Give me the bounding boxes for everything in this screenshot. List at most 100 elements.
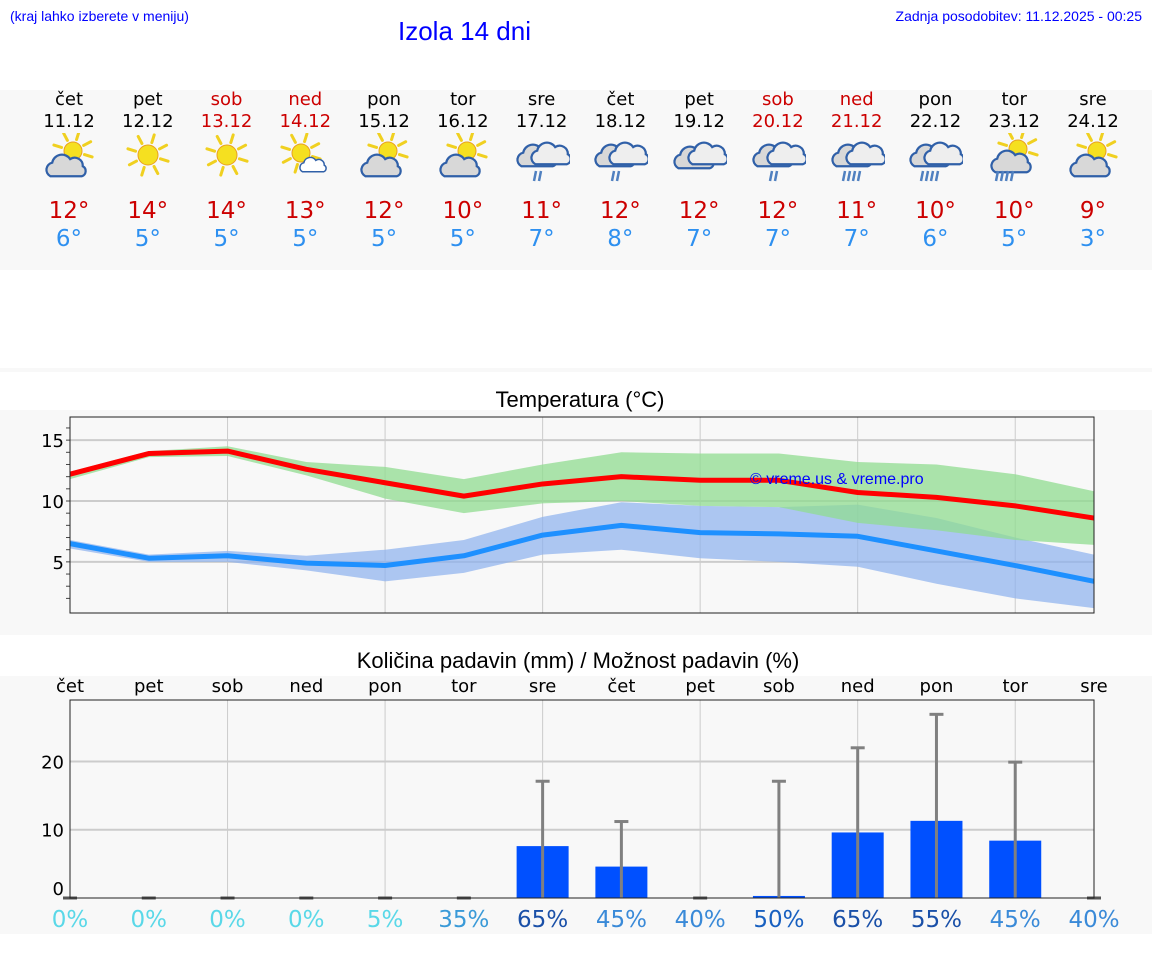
max-temp: 14° [127,198,169,224]
day-date: 20.12 [752,111,804,132]
partly-cloudy-icon [29,133,109,189]
day-date: 18.12 [594,111,647,132]
day-name: sob [762,89,794,110]
sunny-icon [108,133,188,189]
max-temp-line [69,448,1095,521]
max-temp: 14° [206,198,247,224]
min-temp: 7° [764,226,791,252]
x-day-label: tor [1002,676,1028,697]
min-temp: 7° [843,226,870,252]
day-date: 21.12 [830,111,883,132]
x-day-label: sob [212,676,244,697]
min-temp: 6° [922,226,949,252]
x-day-label: sre [529,676,556,697]
precip-probability: 50% [753,907,804,933]
day-column: tor 23.12 10° 5° [974,89,1054,253]
y-tick-label: 20 [41,752,64,773]
max-temp: 12° [757,198,799,224]
precip-probability: 45% [990,907,1041,933]
precip-probability: 40% [675,907,726,933]
day-date: 24.12 [1067,111,1119,132]
max-temp: 9° [1079,198,1107,224]
x-day-label: pon [368,676,402,697]
sun-rain-icon [974,133,1054,189]
day-column: čet 18.12 12° 8° [580,89,660,253]
day-column: pet 19.12 12° 7° [659,89,739,253]
max-temp: 11° [521,198,562,224]
max-temp: 12° [678,198,720,224]
day-date: 19.12 [673,111,725,132]
day-name: ned [288,89,323,110]
min-temp: 5° [449,226,476,252]
min-temp-line [69,522,1095,584]
day-date: 14.12 [279,111,332,132]
temperature-chart-title: Temperatura (°C) [495,387,665,412]
y-tick-label: 10 [41,492,64,513]
min-temp: 5° [370,226,398,252]
y-tick-label: 10 [41,821,64,842]
max-temp: 10° [915,198,956,224]
day-column: sre 17.12 11° 7° [502,89,582,253]
heavy-rain-icon [895,133,975,189]
x-day-label: pet [685,676,715,697]
min-temp: 5° [213,226,240,252]
min-temp: 8° [607,226,634,252]
max-temp: 13° [284,198,326,224]
precip-probability: 0% [288,907,325,933]
day-name: pon [367,89,401,110]
max-temp: 12° [599,198,641,224]
day-column: pon 15.12 12° 5° [344,89,424,253]
partly-cloudy-icon [1053,133,1133,189]
day-date: 15.12 [358,111,410,132]
day-date: 16.12 [437,111,489,132]
cloudy-icon [659,133,739,189]
day-date: 13.12 [200,111,253,132]
x-day-label: tor [451,676,477,697]
x-day-label: ned [289,676,323,697]
day-column: tor 16.12 10° 5° [423,89,503,253]
max-temp: 12° [48,198,90,224]
last-updated: Zadnja posodobitev: 11.12.2025 - 00:25 [895,8,1142,24]
precip-probability: 0% [131,907,168,933]
day-column: ned 21.12 11° 7° [817,89,897,253]
day-column: sob 20.12 12° 7° [738,89,818,253]
precip-probability: 55% [911,907,962,933]
day-date: 17.12 [515,111,568,132]
light-rain-icon [738,133,818,189]
max-temp: 12° [363,198,405,224]
day-name: sre [527,89,556,110]
y-tick-label: 0 [53,879,64,900]
y-tick-label: 15 [41,431,64,452]
day-name: čet [606,89,635,110]
precip-probability: 45% [596,907,647,933]
min-temp: 7° [686,226,713,252]
day-name: tor [1001,89,1027,110]
x-day-label: sre [1080,676,1107,697]
x-day-label: sob [763,676,795,697]
precip-probability: 65% [517,907,568,933]
precipitation-chart-title: Količina padavin (mm) / Možnost padavin … [356,648,800,673]
day-column: pon 22.12 10° 6° [895,89,975,253]
day-name: sre [1079,89,1107,110]
max-temp: 10° [993,198,1035,224]
x-day-label: pet [134,676,164,697]
min-temp: 6° [55,226,83,252]
day-date: 12.12 [122,111,174,132]
location-menu-hint: (kraj lahko izberete v meniju) [10,8,189,24]
plot-frame [69,699,1095,899]
precip-probability: 35% [438,907,489,933]
sun-small-cloud-icon [265,133,345,189]
x-day-label: čet [607,676,635,697]
precip-probability: 65% [832,907,883,933]
precip-probability: 0% [52,907,89,933]
min-temp: 5° [292,226,319,252]
day-name: ned [839,89,874,110]
day-column: sre 24.12 9° 3° [1053,89,1133,253]
precip-title-bg [0,635,1152,676]
day-column: čet 11.12 12° 6° [29,89,109,253]
heavy-rain-icon [817,133,897,189]
min-temp: 7° [528,226,555,252]
max-temp: 10° [442,198,484,224]
day-name: pet [684,89,714,110]
day-name: tor [450,89,476,110]
